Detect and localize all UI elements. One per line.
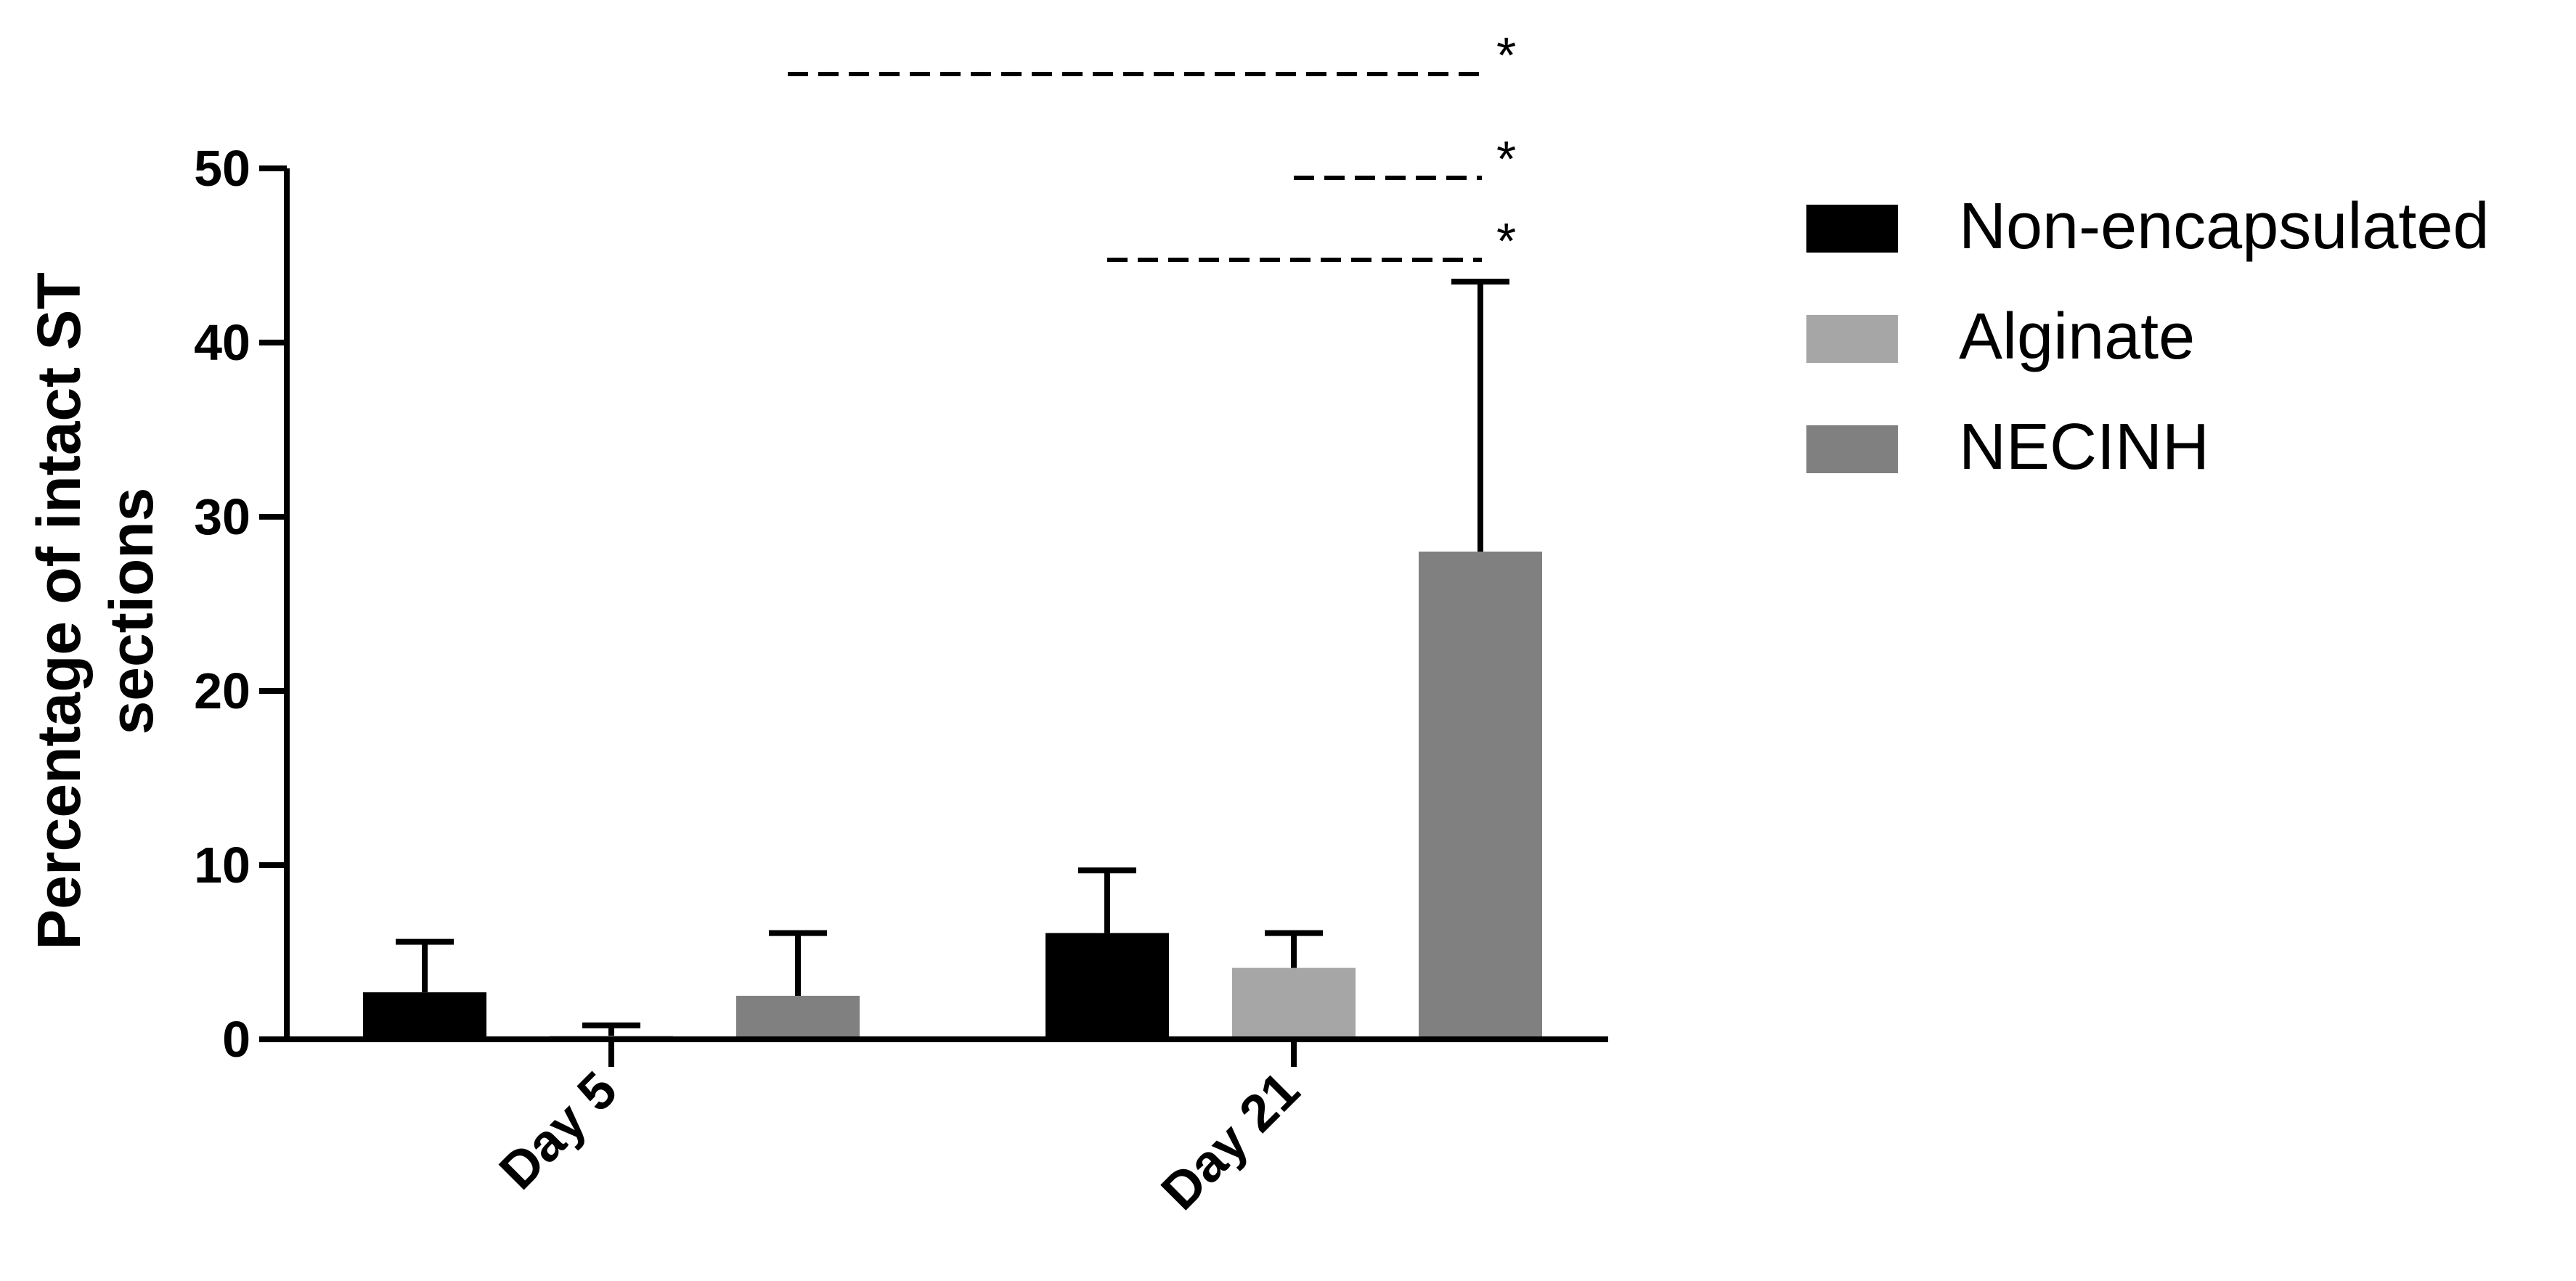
x-tick-label: Day 5 [489,1061,628,1200]
y-axis-label-line: sections [97,488,166,735]
y-axis-label: Percentage of intact STsections [25,272,166,950]
bar [363,992,486,1039]
legend-swatch [1806,315,1898,363]
y-tick-label: 40 [194,314,250,371]
y-tick-label: 50 [194,140,250,197]
y-tick-label: 20 [194,663,250,719]
legend-label: Alginate [1959,300,2195,373]
significance-star: * [1496,131,1516,187]
bar [1419,552,1542,1039]
x-tick-label: Day 21 [1151,1061,1311,1221]
significance-star: * [1496,27,1516,83]
bar [736,996,860,1039]
y-axis-label-line: Percentage of intact ST [25,272,93,950]
legend-label: Non-encapsulated [1959,190,2490,263]
bar [1232,967,1356,1039]
y-tick-label: 30 [194,488,250,545]
y-tick-label: 10 [194,837,250,893]
legend-label: NECINH [1959,411,2209,483]
significance-star: * [1496,213,1516,269]
bar [1046,933,1169,1039]
y-tick-label: 0 [222,1011,250,1068]
legend-swatch [1806,425,1898,473]
legend-swatch [1806,205,1898,253]
